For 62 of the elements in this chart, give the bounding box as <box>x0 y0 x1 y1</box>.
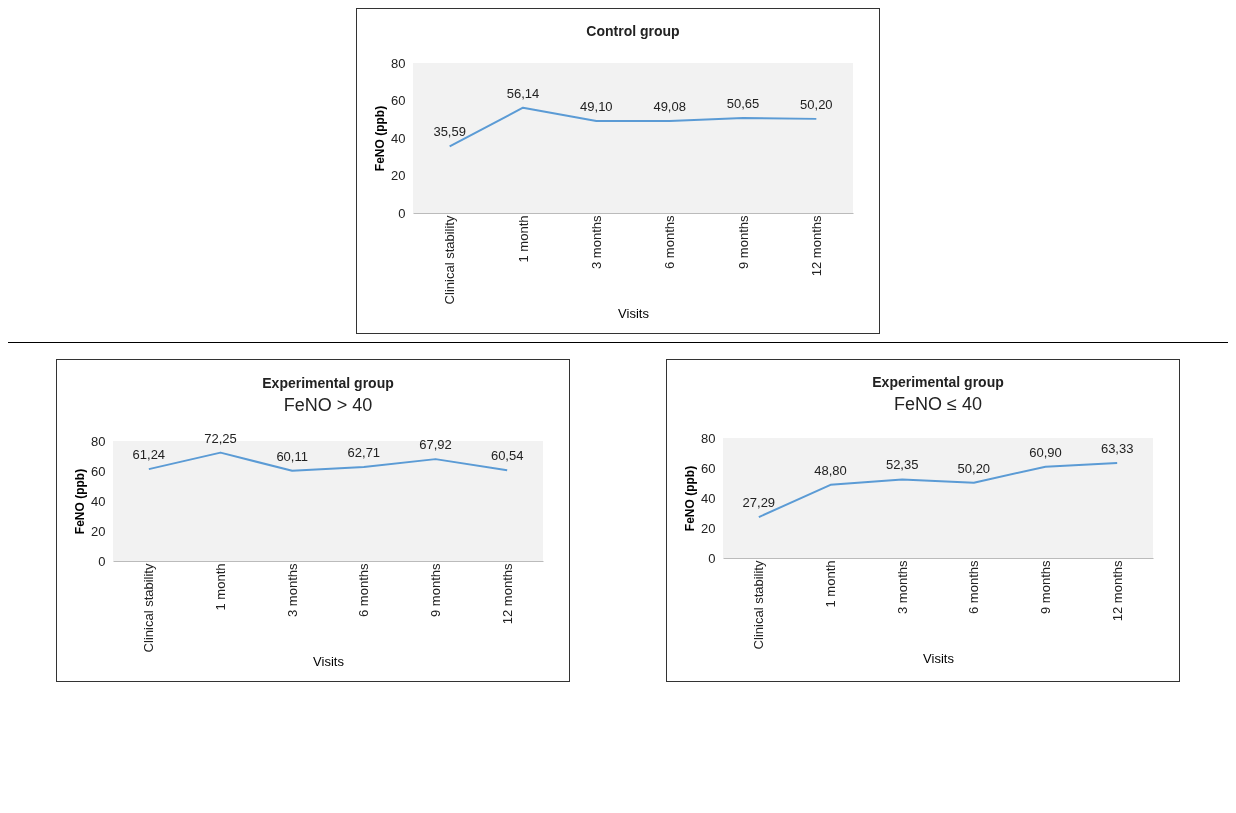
x-tick-label: 3 months <box>894 560 910 614</box>
data-label: 50,65 <box>726 96 760 112</box>
data-label: 52,35 <box>885 457 919 473</box>
y-tick-label: 60 <box>701 460 716 476</box>
x-tick-label: 12 months <box>499 563 515 625</box>
chart-subtitle: FeNO ≤ 40 <box>894 394 982 414</box>
data-label: 50,20 <box>800 96 833 112</box>
y-tick-label: 40 <box>391 130 406 146</box>
y-tick-label: 40 <box>91 493 106 509</box>
x-tick-label: Clinical stability <box>442 215 458 305</box>
data-label: 35,59 <box>433 124 466 140</box>
data-label: 67,92 <box>419 437 452 453</box>
data-label: 72,25 <box>204 430 237 446</box>
y-tick-label: 20 <box>701 520 716 536</box>
x-tick-label: Clinical stability <box>141 563 157 653</box>
x-tick-label: 9 months <box>735 215 751 269</box>
x-tick-label: 12 months <box>1109 560 1125 622</box>
chart-title: Experimental group <box>872 374 1004 390</box>
y-tick-label: 80 <box>391 55 406 71</box>
x-tick-label: 1 month <box>823 560 838 608</box>
data-label: 60,90 <box>1029 444 1062 460</box>
y-tick-label: 40 <box>701 490 716 506</box>
chart-title: Experimental group <box>262 374 394 391</box>
data-label: 63,33 <box>1100 441 1134 457</box>
x-tick-label: 9 months <box>1038 560 1053 614</box>
y-tick-label: 0 <box>708 550 716 566</box>
data-label: 50,20 <box>957 460 991 476</box>
x-tick-label: 9 months <box>428 563 443 617</box>
x-tick-label: Clinical stability <box>751 560 767 650</box>
x-tick-label: 6 months <box>356 563 372 617</box>
x-tick-label: 1 month <box>213 563 228 611</box>
data-label: 62,71 <box>347 444 381 460</box>
y-tick-label: 0 <box>398 205 406 221</box>
y-tick-label: 80 <box>701 430 716 446</box>
y-axis-title: FeNO (ppb) <box>373 105 388 172</box>
chart-title: Control group <box>586 23 680 39</box>
x-axis-title: Visits <box>313 654 345 670</box>
y-tick-label: 60 <box>91 463 106 479</box>
chart-subtitle: FeNO > 40 <box>283 394 373 415</box>
y-tick-label: 60 <box>391 93 406 108</box>
data-label: 48,80 <box>814 462 847 478</box>
data-label: 60,54 <box>490 448 524 464</box>
y-axis-title: FeNO (ppb) <box>73 468 88 535</box>
data-label: 56,14 <box>506 85 540 101</box>
x-axis-title: Visits <box>618 306 650 322</box>
y-tick-label: 80 <box>91 433 106 449</box>
x-tick-label: 6 months <box>662 215 678 269</box>
x-axis-title: Visits <box>923 651 955 667</box>
data-label: 49,08 <box>653 98 686 114</box>
y-tick-label: 20 <box>91 523 106 539</box>
x-tick-label: 3 months <box>588 215 604 269</box>
x-tick-label: 6 months <box>966 560 982 614</box>
x-tick-label: 3 months <box>284 563 300 617</box>
data-label: 27,29 <box>742 495 776 511</box>
y-axis-title: FeNO (ppb) <box>683 465 698 532</box>
data-label: 49,10 <box>580 98 613 114</box>
x-tick-label: 1 month <box>515 215 531 263</box>
y-tick-label: 20 <box>391 168 406 183</box>
data-label: 61,24 <box>132 447 166 463</box>
data-label: 60,11 <box>276 448 308 464</box>
y-tick-label: 0 <box>98 553 106 569</box>
x-tick-label: 12 months <box>808 215 824 277</box>
